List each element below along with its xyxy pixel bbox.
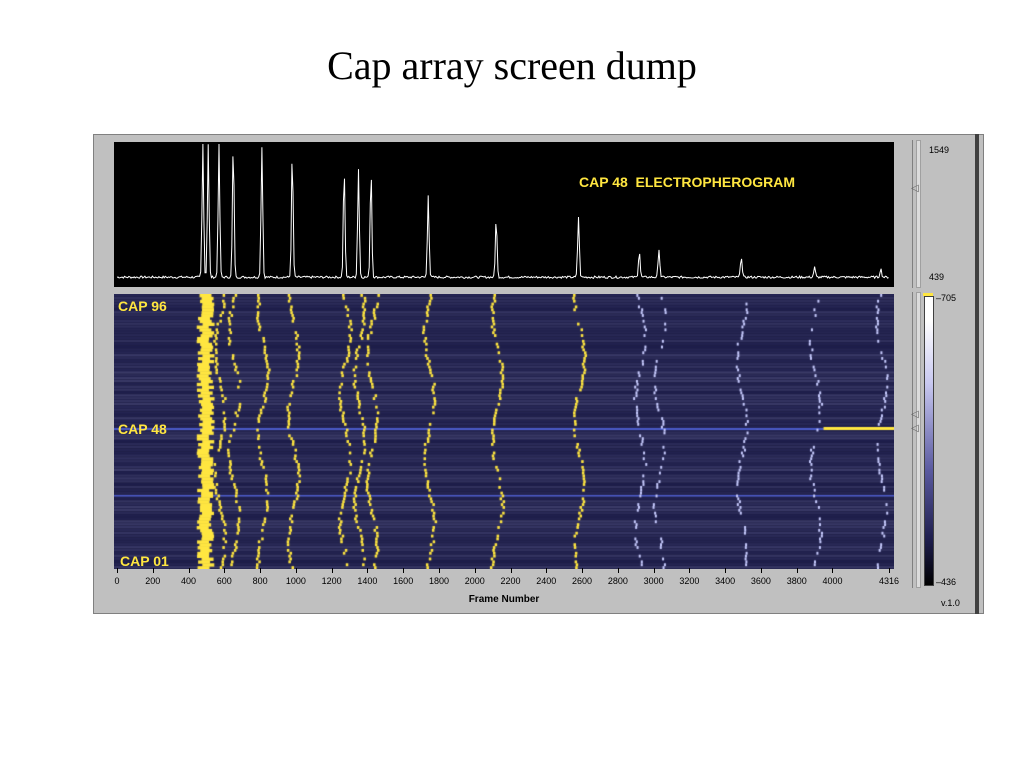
frame-axis-tick-label: 3000 (643, 576, 664, 586)
frame-axis-tick (152, 568, 154, 573)
frame-axis-tick (474, 568, 476, 573)
frame-axis-tick-label: 2200 (500, 576, 521, 586)
colorbar-min-value: 436 (941, 577, 957, 587)
frame-axis-tick-label: 3600 (750, 576, 771, 586)
frame-axis-tick (188, 568, 190, 573)
version-label: v.1.0 (941, 598, 960, 608)
electropherogram-panel: CAP 48 ELECTROPHEROGRAM (114, 142, 894, 287)
frame-axis-tick-label: 3200 (679, 576, 700, 586)
frame-axis-tick-label: 2000 (464, 576, 485, 586)
image-scale-thumb-upper[interactable]: ◁ (911, 409, 919, 420)
image-scale-slider[interactable]: ◁ ◁ (911, 292, 923, 588)
frame-axis-tick (403, 568, 405, 573)
colorbar-max-label: –705 (936, 293, 957, 303)
frame-axis-tick-label: 2400 (536, 576, 557, 586)
electropherogram-plot (116, 143, 889, 280)
frame-axis-tick (889, 568, 890, 573)
frame-axis-tick (689, 568, 691, 573)
cap-48-label: CAP 48 (118, 421, 167, 437)
frame-axis-tick-label: 3400 (715, 576, 736, 586)
electro-scale-slider[interactable]: ◁ (911, 140, 923, 288)
frame-axis-tick-label: 1800 (428, 576, 449, 586)
electro-scale-thumb[interactable]: ◁ (911, 183, 919, 194)
cap-01-label: CAP 01 (120, 553, 169, 569)
frame-axis-tick (582, 568, 584, 573)
image-scale-thumb-lower[interactable]: ◁ (911, 423, 919, 434)
electro-scale-track[interactable] (916, 140, 921, 288)
frame-axis-tick-label: 1200 (321, 576, 342, 586)
electropherogram-trace (116, 143, 889, 280)
frame-axis-tick (117, 568, 118, 573)
frame-axis-tick (331, 568, 333, 573)
frame-axis-tick-label: 0 (114, 576, 120, 586)
frame-axis-tick (617, 568, 619, 573)
frame-axis-tick (510, 568, 512, 573)
window-edge (975, 134, 979, 614)
frame-axis-tick-label: 4000 (822, 576, 843, 586)
electropherogram-title: CAP 48 ELECTROPHEROGRAM (579, 174, 795, 190)
frame-axis-label: Frame Number (468, 594, 540, 605)
frame-axis-tick (224, 568, 226, 573)
frame-axis-tick (295, 568, 297, 573)
image-scale-track[interactable] (916, 292, 921, 588)
frame-axis-tick-label: 2800 (607, 576, 628, 586)
frame-axis-tick (367, 568, 369, 573)
frame-axis-tick (832, 568, 834, 573)
frame-axis-tick-label: 600 (216, 576, 232, 586)
frame-axis-tick-label: 1600 (393, 576, 414, 586)
frame-axis-tick (760, 568, 762, 573)
frame-axis-tick (653, 568, 655, 573)
colorbar-max-value: 705 (941, 293, 957, 303)
electro-scale-min: 439 (929, 272, 945, 282)
colorbar-min-label: –436 (936, 577, 957, 587)
frame-axis-tick-label: 1000 (285, 576, 306, 586)
cap-96-label: CAP 96 (118, 298, 167, 314)
slide-title: Cap array screen dump (327, 43, 697, 88)
frame-axis-tick (260, 568, 262, 573)
frame-axis-tick-label: 1400 (357, 576, 378, 586)
frame-axis-tick-label: 400 (181, 576, 197, 586)
intensity-colorbar (924, 296, 934, 586)
frame-axis-tick (796, 568, 798, 573)
frame-axis-tick (438, 568, 440, 573)
frame-axis-tick-label: 4316 (878, 576, 900, 586)
frame-axis-tick (725, 568, 727, 573)
colorbar-marker (923, 293, 933, 296)
frame-axis-tick-label: 800 (252, 576, 268, 586)
electro-scale-max: 1549 (929, 145, 950, 155)
frame-axis-tick-label: 3800 (786, 576, 807, 586)
capillary-array-image (114, 294, 894, 569)
frame-axis: 0 200 400 600 800 1000 1200 1400 1600 1800 2000 220… (114, 568, 899, 590)
frame-axis-tick-label: 200 (145, 576, 161, 586)
frame-axis-tick-label: 2600 (572, 576, 593, 586)
frame-axis-tick (546, 568, 548, 573)
